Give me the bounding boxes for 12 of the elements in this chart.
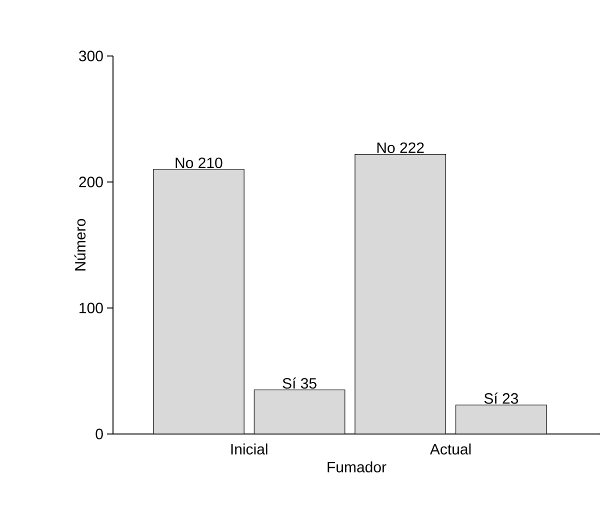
y-tick-label: 100 [80,302,103,314]
data-label: Sí 35 [282,378,316,389]
data-label: No 210 [176,158,222,168]
data-label: No 222 [377,142,424,154]
x-axis-title: Fumador [328,461,386,472]
y-axis-title: Número [74,218,86,270]
y-tick-label: 300 [79,50,103,62]
data-label: Sí 23 [484,392,518,404]
x-tick-label: Inicial [231,444,268,455]
y-tick-label: 200 [79,176,103,188]
y-tick-label: 0 [96,428,103,440]
x-tick-label: Actual [430,444,471,455]
